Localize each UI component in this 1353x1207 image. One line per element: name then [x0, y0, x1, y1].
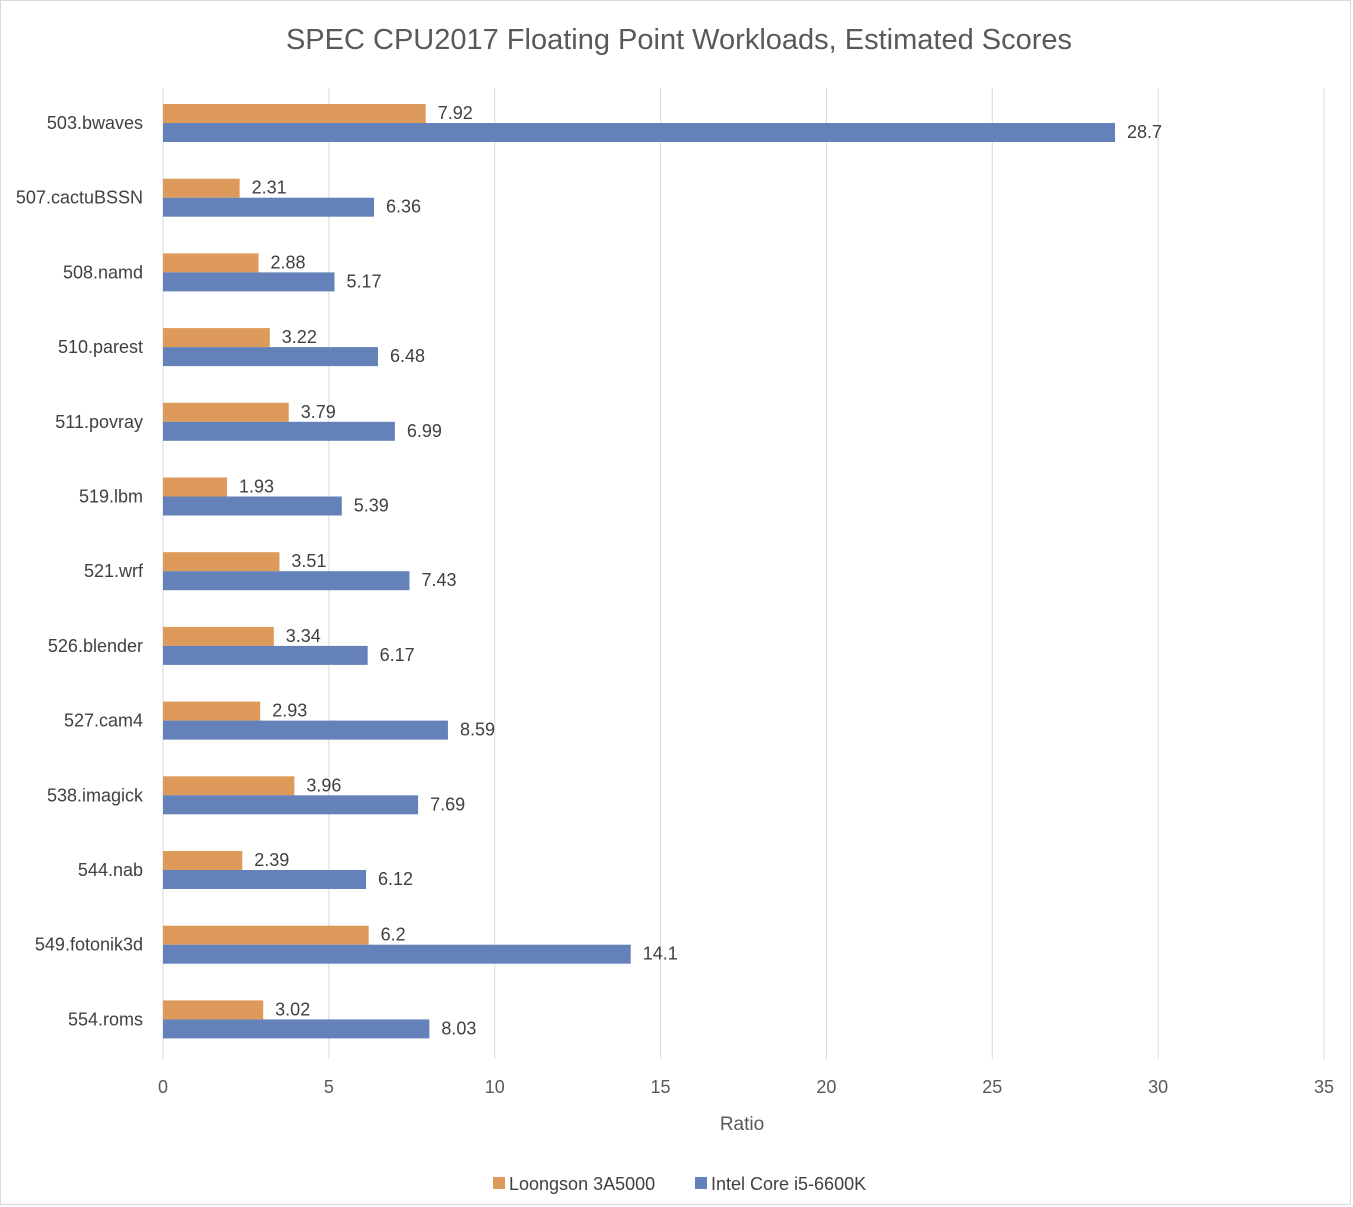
- data-label: 7.69: [430, 794, 465, 814]
- legend-label-intel: Intel Core i5-6600K: [711, 1174, 866, 1194]
- bar-loongson: [163, 552, 280, 572]
- category-label: 554.roms: [68, 1009, 143, 1029]
- data-label: 6.48: [390, 346, 425, 366]
- category-label: 511.povray: [55, 412, 143, 432]
- bar-intel: [163, 720, 448, 740]
- data-label: 6.36: [386, 197, 421, 217]
- category-label: 526.blender: [48, 636, 143, 656]
- data-label: 3.34: [286, 626, 321, 646]
- x-tick-label: 15: [651, 1077, 671, 1097]
- category-label: 538.imagick: [47, 785, 144, 805]
- data-label: 6.17: [380, 645, 415, 665]
- data-label: 5.17: [346, 271, 381, 291]
- bar-loongson: [163, 925, 369, 945]
- data-label: 7.92: [438, 103, 473, 123]
- bar-intel: [163, 197, 374, 217]
- legend-swatch-loongson: [493, 1177, 505, 1189]
- gridlines: [162, 88, 1325, 1059]
- bar-intel: [163, 496, 342, 516]
- category-label: 527.cam4: [64, 711, 143, 731]
- bar-intel: [163, 795, 419, 815]
- x-axis-title: Ratio: [720, 1114, 764, 1135]
- category-label: 503.bwaves: [47, 113, 143, 133]
- bar-intel: [163, 347, 378, 367]
- category-label: 510.parest: [58, 337, 143, 357]
- bar-intel: [163, 272, 335, 292]
- x-tick-label: 5: [324, 1077, 334, 1097]
- category-label: 521.wrf: [84, 561, 144, 581]
- bar-intel: [163, 944, 631, 964]
- bar-loongson: [163, 1000, 264, 1020]
- data-label: 6.2: [381, 925, 406, 945]
- data-label: 5.39: [354, 496, 389, 516]
- data-label: 2.88: [271, 252, 306, 272]
- category-label: 508.namd: [63, 262, 143, 282]
- data-label: 6.12: [378, 869, 413, 889]
- data-label: 3.96: [306, 775, 341, 795]
- data-label: 6.99: [407, 421, 442, 441]
- data-label: 1.93: [239, 477, 274, 497]
- category-axis: 503.bwaves 507.cactuBSSN 508.namd 510.pares…: [16, 113, 144, 1029]
- bar-intel: [163, 645, 368, 665]
- value-axis: 0 5 10 15 20 25 30 35: [158, 1077, 1334, 1097]
- x-tick-label: 35: [1314, 1077, 1334, 1097]
- bar-loongson: [163, 477, 228, 497]
- data-label: 2.31: [252, 178, 287, 198]
- data-label: 8.59: [460, 720, 495, 740]
- bars: [163, 104, 1116, 1039]
- bar-loongson: [163, 253, 259, 273]
- category-label: 549.fotonik3d: [35, 935, 143, 955]
- data-label: 3.02: [275, 999, 310, 1019]
- data-label: 3.79: [301, 402, 336, 422]
- category-label: 544.nab: [78, 860, 143, 880]
- data-label: 2.39: [254, 850, 289, 870]
- bar-intel: [163, 1019, 430, 1039]
- bar-loongson: [163, 626, 274, 646]
- data-label: 3.51: [291, 551, 326, 571]
- data-label: 7.43: [421, 570, 456, 590]
- legend-label-loongson: Loongson 3A5000: [509, 1174, 655, 1194]
- x-tick-label: 10: [485, 1077, 505, 1097]
- bar-intel: [163, 571, 410, 591]
- legend[interactable]: Loongson 3A5000 Intel Core i5-6600K: [493, 1174, 866, 1194]
- data-labels: 7.92 28.7 2.31 6.36 2.88 5.17 3.22 6.48 3.79 6.99…: [239, 103, 1162, 1038]
- bar-loongson: [163, 178, 240, 198]
- x-tick-label: 25: [982, 1077, 1002, 1097]
- category-label: 519.lbm: [79, 487, 143, 507]
- x-tick-label: 0: [158, 1077, 168, 1097]
- bar-loongson: [163, 776, 295, 796]
- category-label: 507.cactuBSSN: [16, 188, 143, 208]
- x-tick-label: 20: [816, 1077, 836, 1097]
- bar-loongson: [163, 701, 261, 721]
- bar-loongson: [163, 328, 270, 348]
- data-label: 28.7: [1127, 122, 1162, 142]
- chart-title: SPEC CPU2017 Floating Point Workloads, E…: [286, 24, 1072, 56]
- data-label: 14.1: [643, 944, 678, 964]
- bar-intel: [163, 123, 1116, 142]
- bar-intel: [163, 870, 367, 889]
- legend-swatch-intel: [695, 1177, 707, 1189]
- data-label: 3.22: [282, 327, 317, 347]
- data-label: 2.93: [272, 701, 307, 721]
- x-tick-label: 30: [1148, 1077, 1168, 1097]
- bar-loongson: [163, 104, 426, 123]
- bar-intel: [163, 421, 395, 441]
- bar-loongson: [163, 851, 243, 870]
- bar-loongson: [163, 402, 289, 422]
- data-label: 8.03: [441, 1018, 476, 1038]
